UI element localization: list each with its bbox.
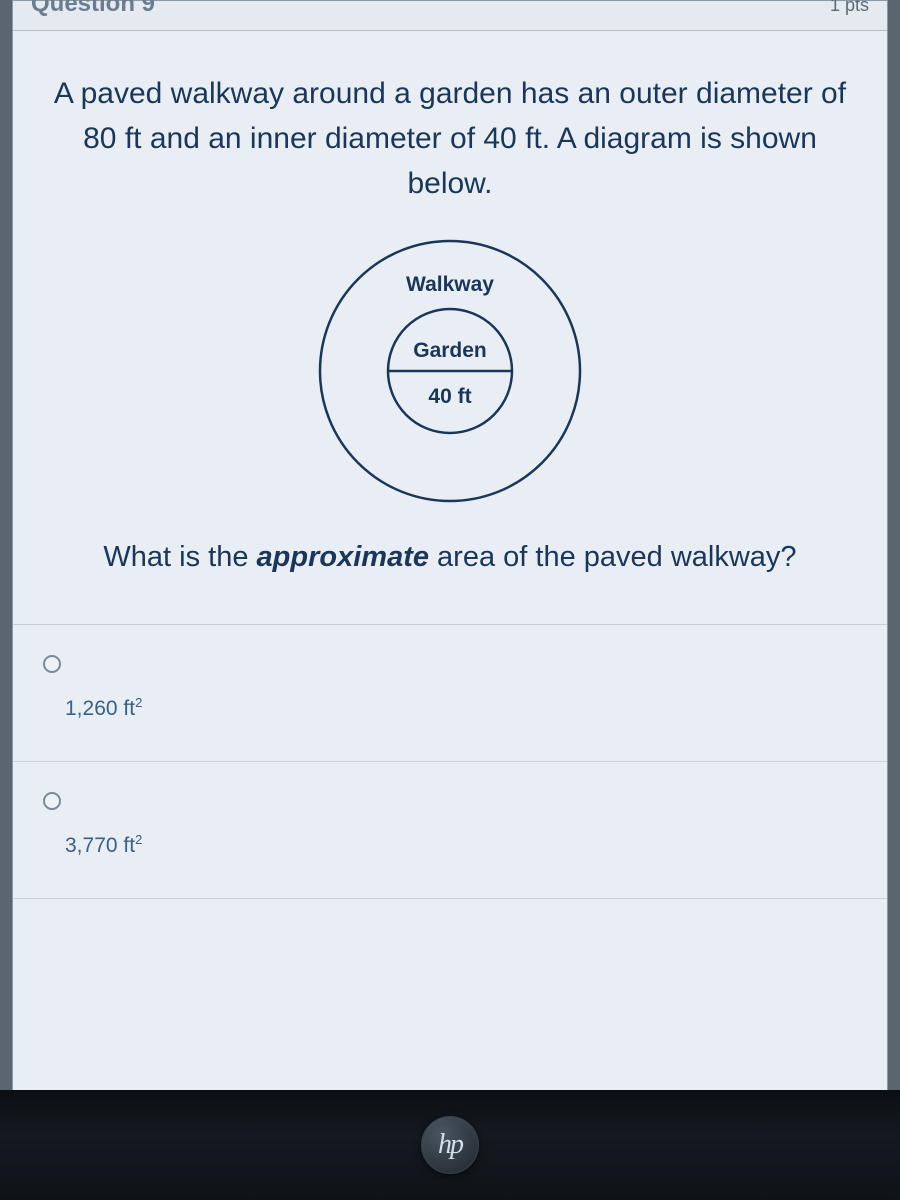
device-bezel: hp xyxy=(0,1090,900,1200)
prompt-emphasis: approximate xyxy=(257,541,429,573)
quiz-panel: Question 9 1 pts A paved walkway around … xyxy=(12,0,888,1100)
answer-unit: ft xyxy=(123,834,135,857)
hp-logo: hp xyxy=(421,1116,479,1174)
prompt-post: area of the paved walkway? xyxy=(429,541,797,573)
answer-exp: 2 xyxy=(135,832,142,847)
diagram-container: Walkway Garden 40 ft xyxy=(43,236,857,506)
answer-option[interactable]: 1,260 ft2 xyxy=(13,625,887,762)
answer-unit: ft xyxy=(123,697,135,720)
svg-text:Walkway: Walkway xyxy=(406,273,494,296)
answer-list: 1,260 ft2 3,770 ft2 xyxy=(13,624,887,899)
answer-label: 3,770 ft2 xyxy=(43,832,857,858)
answer-value: 3,770 xyxy=(65,834,118,857)
svg-text:Garden: Garden xyxy=(413,339,487,362)
answer-exp: 2 xyxy=(135,695,142,710)
walkway-diagram: Walkway Garden 40 ft xyxy=(315,236,585,506)
radio-button[interactable] xyxy=(43,655,61,673)
answer-value: 1,260 xyxy=(65,697,118,720)
question-title: Question 9 xyxy=(31,0,155,18)
problem-text: A paved walkway around a garden has an o… xyxy=(43,71,857,206)
svg-text:40 ft: 40 ft xyxy=(428,385,471,408)
prompt-pre: What is the xyxy=(103,541,256,573)
answer-label: 1,260 ft2 xyxy=(43,695,857,721)
answer-option[interactable]: 3,770 ft2 xyxy=(13,762,887,899)
question-header: Question 9 1 pts xyxy=(13,1,887,31)
question-points: 1 pts xyxy=(830,0,869,16)
prompt-text: What is the approximate area of the pave… xyxy=(43,541,857,574)
radio-button[interactable] xyxy=(43,792,61,810)
question-body: A paved walkway around a garden has an o… xyxy=(13,31,887,624)
